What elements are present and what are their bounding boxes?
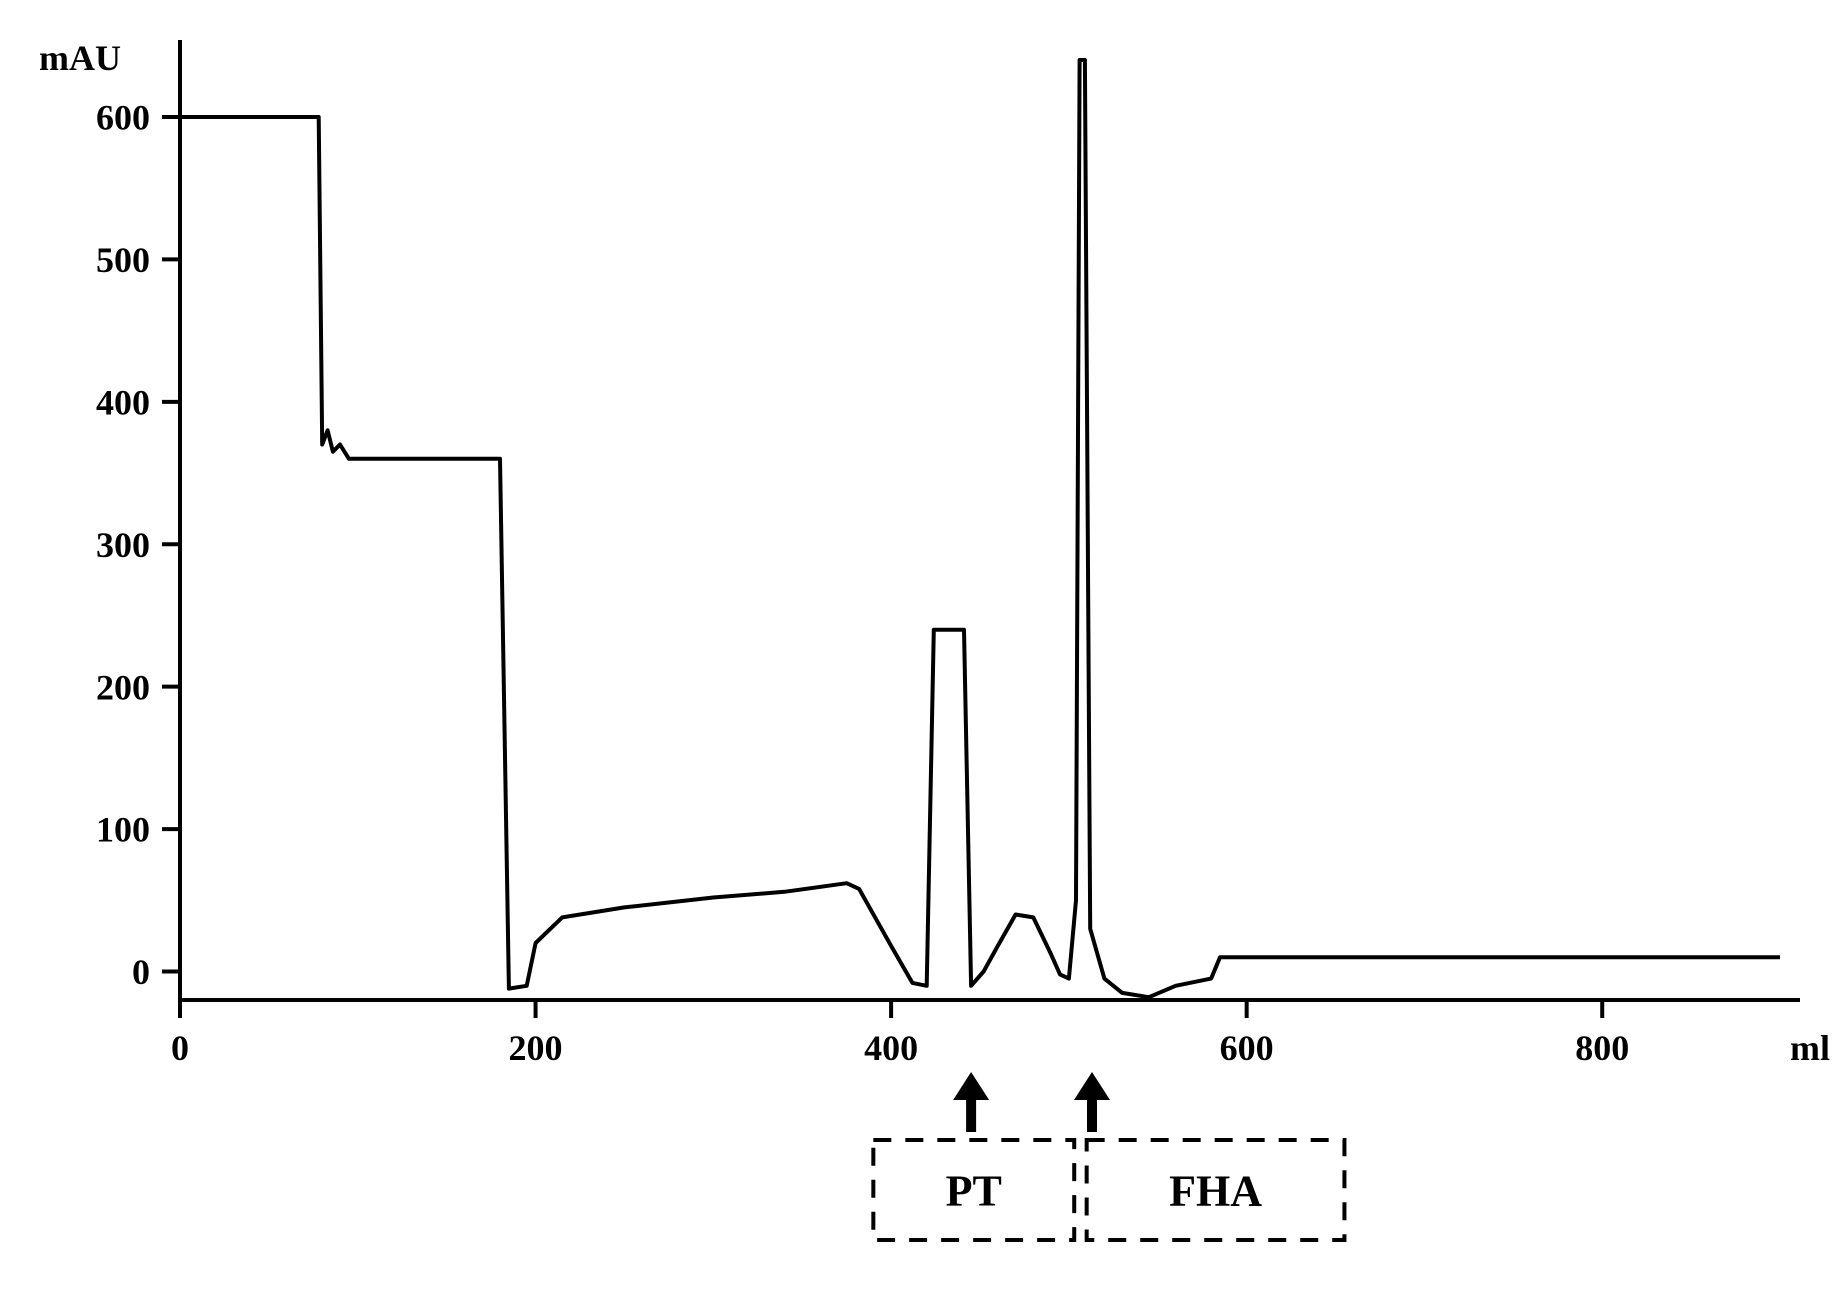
y-tick-label: 600 <box>96 98 150 138</box>
chromatogram-trace <box>180 60 1780 997</box>
y-tick-label: 300 <box>96 525 150 565</box>
x-tick-label: 600 <box>1220 1028 1274 1068</box>
y-tick-label: 0 <box>132 952 150 992</box>
fha-label-text: FHA <box>1169 1166 1262 1215</box>
y-tick-label: 200 <box>96 667 150 707</box>
y-tick-label: 500 <box>96 240 150 280</box>
y-tick-label: 100 <box>96 810 150 850</box>
y-axis-label: mAU <box>39 38 121 78</box>
x-tick-label: 200 <box>509 1028 563 1068</box>
x-axis-label: ml <box>1790 1028 1830 1068</box>
chromatogram-chart: 0 100 200 300 400 500 600 0 200 400 600 800 mAU ml PT F… <box>0 0 1840 1296</box>
x-tick-label: 0 <box>171 1028 189 1068</box>
pt-arrow-head <box>953 1072 989 1100</box>
x-tick-label: 400 <box>864 1028 918 1068</box>
fha-arrow-head <box>1074 1072 1110 1100</box>
x-tick-label: 800 <box>1575 1028 1629 1068</box>
y-tick-label: 400 <box>96 382 150 422</box>
pt-label-text: PT <box>946 1166 1002 1215</box>
chart-svg: 0 100 200 300 400 500 600 0 200 400 600 800 mAU ml PT F… <box>0 0 1840 1296</box>
